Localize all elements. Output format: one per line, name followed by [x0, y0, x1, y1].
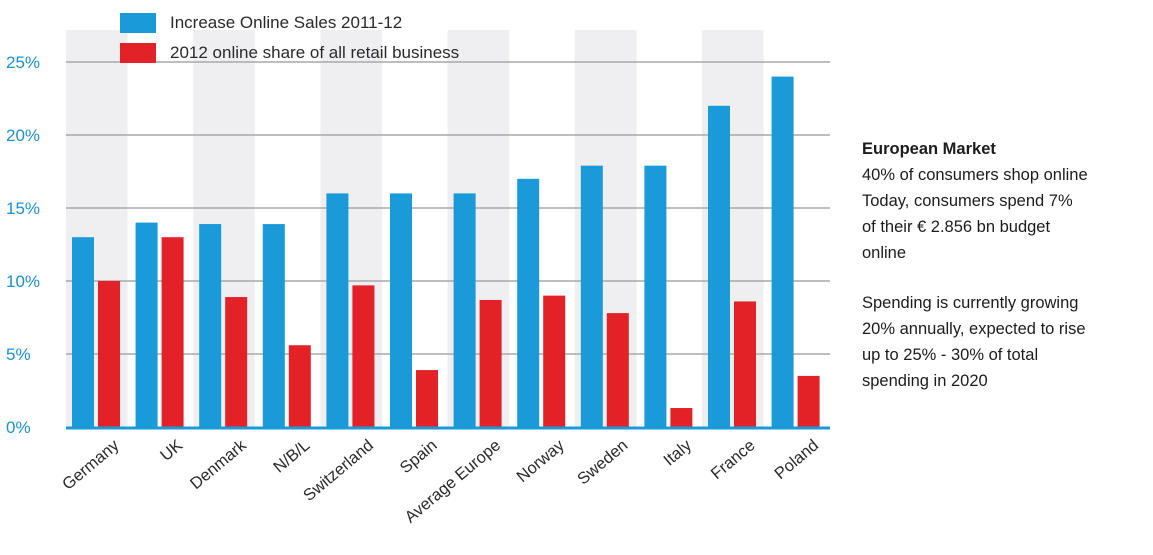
x-category-label: N/B/L [270, 436, 313, 476]
x-category-label: Norway [513, 436, 568, 486]
x-category-label: Denmark [187, 436, 250, 493]
bar-share [543, 295, 566, 427]
side-line: Spending is currently growing [862, 294, 1079, 312]
bar-share [670, 408, 693, 427]
legend: Increase Online Sales 2011-12 2012 onlin… [120, 8, 459, 68]
legend-swatch-share [120, 43, 156, 63]
bar-share [288, 345, 311, 427]
legend-label-share: 2012 online share of all retail business [170, 43, 460, 62]
legend-label-increase: Increase Online Sales 2011-12 [170, 13, 403, 32]
bar-share [161, 237, 184, 427]
y-tick-label: 25% [6, 53, 40, 72]
bar-share [352, 285, 375, 427]
side-panel-title: European Market [862, 140, 996, 158]
bar-increase [262, 224, 285, 427]
x-category-label: Sweden [574, 436, 631, 488]
legend-swatch-increase [120, 13, 156, 33]
bar-share [225, 297, 248, 427]
legend-item-increase: Increase Online Sales 2011-12 [120, 8, 459, 38]
side-line: spending in 2020 [862, 372, 988, 390]
side-panel-paragraph-2: Spending is currently growing 20% annual… [862, 290, 1152, 394]
x-category-label: France [708, 436, 759, 483]
side-panel-paragraph-1: 40% of consumers shop online Today, cons… [862, 162, 1152, 266]
legend-item-share: 2012 online share of all retail business [120, 38, 459, 68]
y-tick-label: 10% [6, 272, 40, 291]
bar-increase [72, 237, 94, 427]
bar-share [98, 281, 120, 427]
side-line: of their € 2.856 bn budget [862, 218, 1051, 236]
bar-share [797, 375, 820, 427]
x-category-label: Switzerland [300, 436, 377, 505]
bar-increase [453, 193, 476, 427]
side-line: up to 25% - 30% of total [862, 346, 1039, 364]
bar-increase [580, 165, 603, 427]
x-category-label: Poland [771, 436, 822, 483]
x-category-label: Germany [59, 436, 123, 494]
bar-increase [326, 193, 349, 427]
x-category-label: Spain [397, 436, 441, 477]
bar-share [734, 301, 756, 427]
bar-increase [771, 76, 794, 427]
y-tick-label: 5% [6, 345, 31, 364]
side-panel: European Market 40% of consumers shop on… [862, 136, 1152, 394]
bar-increase [390, 193, 412, 427]
bar-increase [199, 224, 222, 427]
y-tick-label: 0% [6, 418, 31, 437]
side-line: 20% annually, expected to rise [862, 320, 1086, 338]
y-tick-label: 20% [6, 126, 40, 145]
x-category-label: UK [157, 436, 186, 465]
bar-increase [517, 178, 540, 427]
x-category-label: Italy [660, 436, 695, 470]
bar-share [606, 313, 629, 427]
side-line: Today, consumers spend 7% [862, 192, 1073, 210]
side-line: 40% of consumers shop online [862, 166, 1088, 184]
bar-share [416, 370, 438, 427]
bar-increase [135, 222, 158, 427]
bar-increase [644, 165, 667, 427]
y-tick-label: 15% [6, 199, 40, 218]
bar-share [479, 299, 502, 427]
side-line: online [862, 244, 907, 262]
bar-increase [708, 105, 730, 428]
